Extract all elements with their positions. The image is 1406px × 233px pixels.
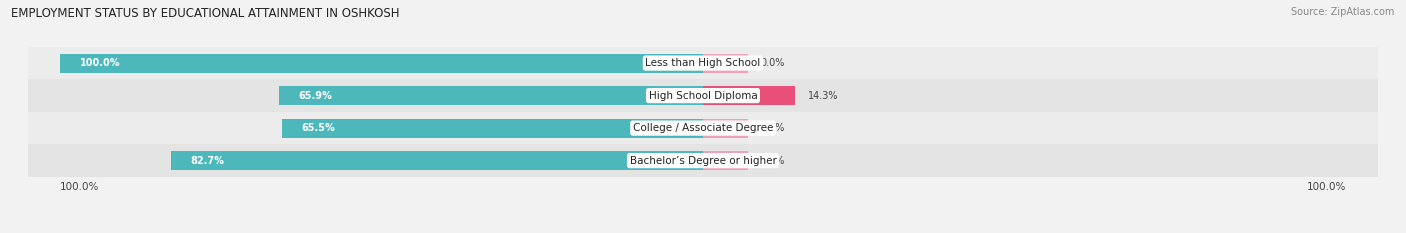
Text: Less than High School: Less than High School — [645, 58, 761, 68]
Bar — [703, 119, 748, 137]
Text: 100.0%: 100.0% — [60, 182, 100, 192]
Bar — [703, 54, 748, 72]
Text: 100.0%: 100.0% — [80, 58, 120, 68]
Text: 0.0%: 0.0% — [761, 156, 785, 166]
Bar — [703, 151, 748, 170]
Text: 65.5%: 65.5% — [301, 123, 335, 133]
Text: 65.9%: 65.9% — [298, 91, 332, 101]
Bar — [28, 144, 1378, 177]
Bar — [283, 119, 703, 137]
Bar — [28, 47, 1378, 79]
Text: College / Associate Degree: College / Associate Degree — [633, 123, 773, 133]
Bar — [28, 79, 1378, 112]
Text: 0.0%: 0.0% — [761, 58, 785, 68]
Text: 0.0%: 0.0% — [761, 123, 785, 133]
Text: High School Diploma: High School Diploma — [648, 91, 758, 101]
Text: 100.0%: 100.0% — [1306, 182, 1346, 192]
Bar — [28, 112, 1378, 144]
Bar — [703, 86, 794, 105]
Text: 14.3%: 14.3% — [808, 91, 838, 101]
Bar — [60, 54, 703, 72]
Text: Bachelor’s Degree or higher: Bachelor’s Degree or higher — [630, 156, 776, 166]
Text: Source: ZipAtlas.com: Source: ZipAtlas.com — [1291, 7, 1395, 17]
Text: EMPLOYMENT STATUS BY EDUCATIONAL ATTAINMENT IN OSHKOSH: EMPLOYMENT STATUS BY EDUCATIONAL ATTAINM… — [11, 7, 399, 20]
Bar — [280, 86, 703, 105]
Bar — [172, 151, 703, 170]
Text: 82.7%: 82.7% — [191, 156, 225, 166]
